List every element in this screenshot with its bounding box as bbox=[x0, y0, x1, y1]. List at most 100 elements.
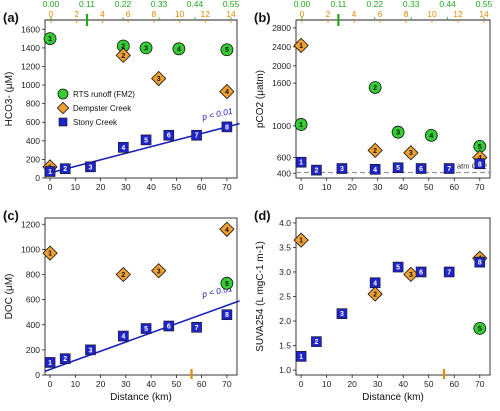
y-tick-label: 2.0 bbox=[279, 316, 291, 326]
dempster-marker bbox=[219, 83, 235, 100]
y-tick-label: 2400 bbox=[272, 42, 291, 52]
y-tick-label: 600 bbox=[26, 295, 40, 305]
x-tick-label: 0 bbox=[48, 379, 53, 389]
dempster-marker-label: 3 bbox=[157, 268, 161, 275]
y-tick-label: 1600 bbox=[21, 24, 40, 34]
stony-marker bbox=[369, 277, 381, 289]
y-tick-label: 600 bbox=[277, 152, 291, 162]
regression-line bbox=[44, 300, 240, 372]
x-tick-label: 60 bbox=[450, 182, 460, 192]
top-green-tick-label: 0.44 bbox=[187, 0, 204, 9]
dempster-marker-label: 4 bbox=[225, 227, 229, 234]
y-tick-label: 2.5 bbox=[279, 292, 291, 302]
stony-marker bbox=[415, 266, 427, 278]
dempster-marker bbox=[219, 221, 235, 237]
top-orange-tick-label: 2 bbox=[326, 9, 331, 19]
stony-marker bbox=[369, 164, 381, 175]
stony-marker-label: 2 bbox=[63, 166, 67, 173]
top-orange-tick-label: 2 bbox=[74, 9, 79, 19]
dempster-marker-label: 1 bbox=[299, 43, 303, 50]
dempster-marker bbox=[403, 145, 419, 161]
stony-marker bbox=[191, 129, 202, 141]
legend-stony-label: Stony Creek bbox=[73, 118, 118, 127]
top-orange-tick-label: 6 bbox=[126, 9, 131, 19]
top-orange-tick-label: 6 bbox=[378, 9, 383, 19]
rts-marker bbox=[294, 118, 308, 131]
y-tick-label: 1000 bbox=[21, 80, 40, 90]
y-tick-label: 400 bbox=[26, 320, 40, 330]
stony-marker-label: 6 bbox=[419, 269, 423, 276]
x-tick-label: 60 bbox=[197, 379, 207, 389]
x-tick-label: 20 bbox=[347, 182, 357, 192]
dempster-marker bbox=[151, 70, 167, 87]
top-orange-tick-label: 8 bbox=[151, 9, 156, 19]
dempster-marker bbox=[293, 232, 309, 248]
stony-marker bbox=[336, 308, 348, 319]
y-axis-title: DOC (μM) bbox=[4, 274, 15, 320]
stony-marker bbox=[59, 163, 71, 175]
y-tick-label: 0 bbox=[35, 173, 40, 183]
top-orange-tick-label: 10 bbox=[175, 9, 185, 19]
dempster-marker bbox=[403, 266, 419, 283]
top-orange-tick-label: 10 bbox=[427, 9, 437, 19]
dempster-marker-label: 2 bbox=[121, 272, 125, 279]
y-tick-label: 200 bbox=[26, 154, 40, 164]
x-axis-title: Distance (km) bbox=[362, 392, 424, 403]
stony-marker-label: 4 bbox=[121, 334, 125, 341]
stony-marker-label: 8 bbox=[225, 124, 229, 131]
top-green-tick-label: 0.22 bbox=[367, 0, 384, 9]
x-tick-label: 60 bbox=[197, 182, 207, 192]
y-tick-label: 3.0 bbox=[279, 267, 291, 277]
x-tick-label: 30 bbox=[373, 182, 383, 192]
rts-marker bbox=[368, 81, 382, 94]
rts-marker-label: 4 bbox=[429, 133, 433, 140]
top-green-tick-label: 0.33 bbox=[403, 0, 420, 9]
y-axis-title: pCO2 (μatm) bbox=[255, 70, 266, 128]
x-tick-label: 20 bbox=[347, 379, 357, 389]
rts-marker bbox=[139, 41, 153, 55]
top-green-tick-label: 0.55 bbox=[476, 0, 493, 9]
legend-rts-symbol bbox=[57, 88, 69, 100]
dempster-marker bbox=[367, 142, 383, 158]
dempster-marker-label: 2 bbox=[373, 292, 377, 299]
y-tick-label: 2000 bbox=[272, 61, 291, 71]
rts-marker bbox=[172, 42, 186, 56]
plot-frame bbox=[295, 19, 491, 179]
panel-2: 0 10 20 30 40 50 60 704006001000160020002400280… bbox=[254, 0, 493, 192]
y-tick-label: 3.5 bbox=[279, 242, 291, 252]
stony-marker bbox=[140, 323, 152, 334]
top-orange-tick-label: 14 bbox=[226, 9, 236, 19]
x-tick-label: 50 bbox=[172, 379, 182, 389]
stony-marker bbox=[295, 351, 307, 362]
dempster-marker bbox=[151, 263, 167, 279]
y-tick-label: 400 bbox=[277, 168, 291, 178]
y-tick-label: 1200 bbox=[21, 61, 40, 71]
x-tick-label: 0 bbox=[299, 379, 304, 389]
x-tick-label: 10 bbox=[71, 379, 81, 389]
top-orange-tick-label: 8 bbox=[404, 9, 409, 19]
top-orange-tick-label: 0 bbox=[49, 9, 54, 19]
panel-3: 0 10 20 30 40 50 60 70 0 200 400 600 800 1000 1200(c) D… bbox=[3, 208, 240, 403]
stony-marker bbox=[163, 320, 175, 332]
stony-marker-label: 6 bbox=[167, 133, 171, 140]
top-green-tick-label: 0.22 bbox=[115, 0, 132, 9]
panel-letter: (b) bbox=[254, 10, 271, 25]
stony-marker-label: 2 bbox=[63, 356, 67, 363]
panel-1: 0 10 20 30 40 50 60 700200400600800100012001400… bbox=[3, 0, 240, 192]
stony-marker bbox=[443, 266, 455, 278]
y-axis-title: SUVA254 (L mgC-1 m-1) bbox=[255, 241, 266, 352]
regression-line bbox=[44, 122, 240, 176]
stony-marker-label: 3 bbox=[340, 166, 344, 173]
stony-marker bbox=[118, 330, 129, 342]
stony-marker bbox=[44, 166, 56, 177]
x-tick-label: 50 bbox=[172, 182, 182, 192]
stony-marker bbox=[295, 156, 307, 168]
rts-marker-label: 1 bbox=[299, 122, 303, 129]
stony-marker bbox=[163, 129, 175, 141]
stony-marker-label: 4 bbox=[373, 280, 377, 287]
x-tick-label: 50 bbox=[424, 379, 434, 389]
top-orange-tick-label: 4 bbox=[100, 9, 105, 19]
stony-marker-label: 3 bbox=[89, 347, 93, 354]
panel-letter: (a) bbox=[3, 10, 19, 25]
y-tick-label: 1400 bbox=[21, 43, 40, 53]
